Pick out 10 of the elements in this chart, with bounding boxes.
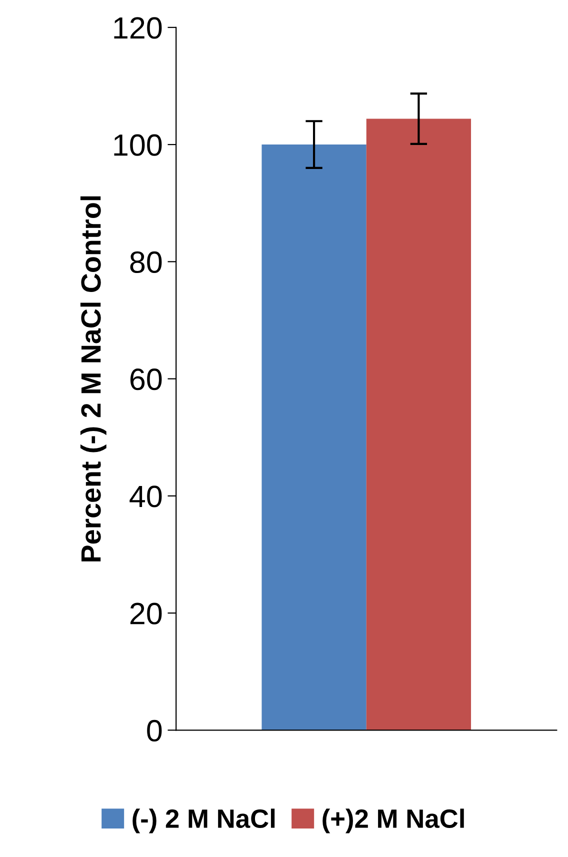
legend-label: (-) 2 M NaCl xyxy=(132,808,275,834)
y-tick-label: 0 xyxy=(147,720,162,742)
y-tick-label: 80 xyxy=(130,251,162,274)
legend-label: (+)2 M NaCl xyxy=(322,808,464,834)
y-tick-label: 120 xyxy=(114,17,162,39)
y-tick-label: 60 xyxy=(130,368,162,390)
y-tick-label: 20 xyxy=(130,602,162,624)
y-tick-label: 40 xyxy=(130,486,162,508)
y-tick-label: 100 xyxy=(114,134,162,156)
y-axis-title: Percent (-) 2 M NaCl Control xyxy=(80,196,106,562)
